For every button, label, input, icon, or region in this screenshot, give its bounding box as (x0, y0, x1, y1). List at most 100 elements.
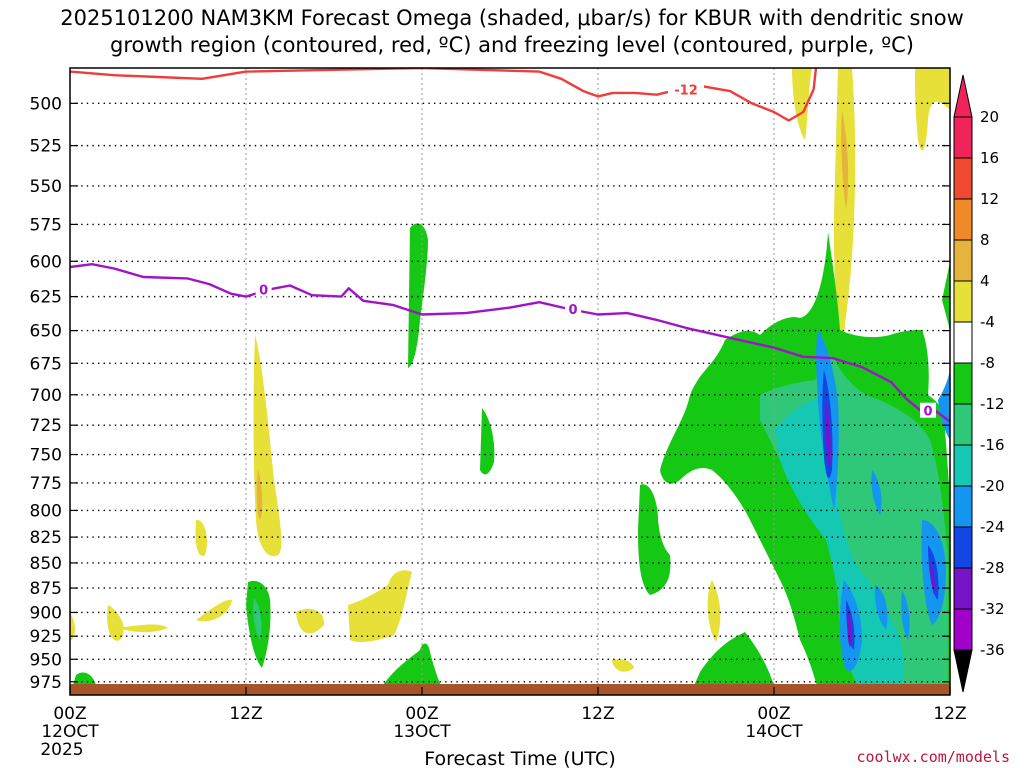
contour-lines: -12 0 0 0 (70, 68, 950, 423)
colorbar-label: -32 (980, 600, 1005, 618)
colorbar-swatch (953, 485, 973, 528)
colorbar-label: -28 (980, 559, 1005, 577)
colorbar-label: 16 (980, 149, 999, 167)
y-tick-label: 925 (30, 627, 62, 647)
colorbar-swatch (953, 157, 973, 200)
y-tick-label: 600 (30, 252, 62, 272)
colorbar-swatch (953, 403, 973, 446)
y-tick-label: 725 (30, 416, 62, 436)
y-tick-label: 975 (30, 673, 62, 693)
contour-label-background (920, 402, 936, 418)
omega-positive-region (296, 608, 325, 634)
omega-negative-region (847, 610, 852, 648)
colorbar-label: 12 (980, 190, 999, 208)
colorbar-label: 20 (980, 108, 999, 126)
omega-positive-region (707, 580, 721, 642)
omega-positive-region (833, 68, 856, 380)
omega-negative-region (253, 598, 262, 640)
grid (70, 68, 950, 695)
omega-negative-region (942, 262, 950, 330)
omega-positive-region (612, 659, 634, 672)
y-tick-label: 550 (30, 177, 62, 197)
y-tick-label: 525 (30, 137, 62, 157)
omega-positive-region (196, 599, 232, 622)
y-tick-label: 850 (30, 554, 62, 574)
terrain-band (70, 684, 950, 695)
colorbar-bottom-arrow (953, 649, 973, 693)
plot-frame (69, 67, 951, 696)
x-tick-label: 12Z (933, 704, 966, 724)
contour-line-0 (70, 263, 950, 423)
colorbar-swatch (953, 280, 973, 323)
colorbar-swatch (953, 444, 973, 487)
y-axis: 500 525 550 575 600 625 650 675 700 725 750 775 800 8… (30, 94, 950, 693)
colorbar-swatch (953, 116, 973, 159)
y-tick-label: 700 (30, 386, 62, 406)
y-tick-label: 675 (30, 354, 62, 374)
omega-negative-region (825, 400, 831, 470)
omega-positive-region (915, 68, 950, 151)
contour-label: -12 (674, 83, 698, 98)
omega-negative-region (690, 632, 780, 695)
omega-positive-region (107, 605, 124, 641)
omega-positive-region (195, 519, 207, 556)
omega-positive-region (792, 68, 812, 140)
y-tick-label: 950 (30, 650, 62, 670)
omega-positive-region (70, 612, 76, 640)
colorbar-label: 4 (980, 272, 990, 290)
colorbar-label: 8 (980, 231, 990, 249)
omega-positive-region (253, 335, 282, 557)
colorbar-swatch (953, 321, 973, 364)
x-tick-date-label: 12OCT (41, 722, 99, 742)
colorbar-swatch (953, 198, 973, 241)
colorbar-label: -8 (980, 354, 995, 372)
contour-label-background (255, 281, 272, 297)
omega-negative-region (408, 223, 428, 368)
colorbar-label: -24 (980, 518, 1005, 536)
colorbar-swatch (953, 362, 973, 405)
y-tick-label: 575 (30, 215, 62, 235)
colorbar-label: -12 (980, 395, 1005, 413)
y-tick-label: 750 (30, 446, 62, 466)
x-tick-date-label: 13OCT (393, 722, 451, 742)
y-tick-label: 650 (30, 322, 62, 342)
contour-label-background (668, 81, 704, 97)
omega-positive-core (841, 110, 849, 210)
x-axis-title: Forecast Time (UTC) (424, 748, 615, 768)
x-tick-year-label: 2025 (40, 740, 83, 760)
y-tick-label: 900 (30, 603, 62, 623)
y-tick-label: 800 (30, 501, 62, 521)
colorbar-label: -36 (980, 641, 1005, 659)
x-tick-label: 12Z (229, 704, 262, 724)
omega-negative-region (638, 484, 671, 595)
contour-label-background (565, 301, 582, 317)
colorbar-label: -20 (980, 477, 1005, 495)
colorbar-label: -16 (980, 436, 1005, 454)
credit-text: coolwx.com/models (856, 748, 1010, 766)
omega-negative-region (938, 370, 950, 440)
omega-positive-region (348, 570, 412, 643)
colorbar-label: -4 (980, 313, 995, 331)
x-tick-label: 00Z (757, 704, 790, 724)
contour-label: 0 (259, 284, 268, 299)
colorbar-top-arrow (953, 74, 973, 118)
omega-positive-region (118, 624, 168, 633)
omega-shading (70, 68, 950, 695)
y-tick-label: 500 (30, 94, 62, 114)
omega-negative-region (874, 585, 888, 630)
omega-negative-region (775, 395, 904, 690)
chart-title-line-1: 2025101200 NAM3KM Forecast Omega (shaded… (60, 6, 964, 30)
y-tick-label: 625 (30, 288, 62, 308)
contour-line--12 (70, 68, 818, 122)
omega-negative-region (871, 470, 882, 515)
omega-negative-region (901, 590, 910, 640)
x-tick-label: 12Z (581, 704, 614, 724)
contour-label: 0 (923, 405, 932, 420)
y-tick-label: 775 (30, 474, 62, 494)
x-tick-date-label: 14OCT (745, 722, 803, 742)
x-tick-label: 00Z (405, 704, 438, 724)
colorbar-swatch (953, 567, 973, 610)
chart-title-line-2: growth region (contoured, red, ºC) and f… (110, 33, 914, 57)
